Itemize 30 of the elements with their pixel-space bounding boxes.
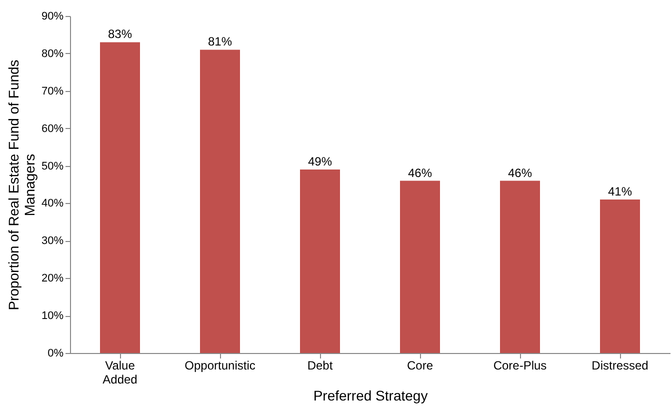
y-tick-label: 90%	[41, 10, 64, 22]
data-label: 49%	[308, 154, 332, 169]
y-tick-label: 0%	[48, 348, 64, 360]
y-tick-label: 50%	[41, 160, 64, 172]
y-tick-label: 10%	[41, 310, 64, 322]
data-label: 81%	[208, 34, 232, 49]
y-tick-label: 20%	[41, 272, 64, 285]
x-tick-label: Opportunistic	[184, 358, 256, 372]
y-axis-title: Proportion of Real Estate Fund of Funds Managers	[5, 60, 38, 310]
bar	[600, 199, 640, 353]
x-tick-label: Debt	[307, 358, 334, 372]
y-tick-label: 60%	[41, 122, 64, 135]
y-tick-label: 40%	[41, 198, 64, 210]
y-tick-label: 80%	[41, 48, 64, 60]
x-tick-label: Distressed	[592, 358, 648, 372]
bar	[200, 50, 240, 353]
bar	[100, 42, 140, 353]
y-tick-label: 70%	[41, 85, 64, 98]
x-tick-label: Value Added	[102, 358, 138, 386]
x-tick-label: Core	[406, 358, 434, 372]
bar	[400, 180, 440, 353]
bar	[300, 170, 340, 353]
x-tick-label: Core-Plus	[493, 358, 547, 372]
bar	[500, 180, 540, 353]
data-label: 46%	[408, 166, 432, 180]
data-label: 41%	[608, 184, 632, 198]
y-tick-label: 30%	[41, 235, 64, 248]
data-label: 46%	[508, 166, 532, 180]
x-axis-title: Preferred Strategy	[313, 388, 428, 404]
data-label: 83%	[108, 27, 132, 42]
